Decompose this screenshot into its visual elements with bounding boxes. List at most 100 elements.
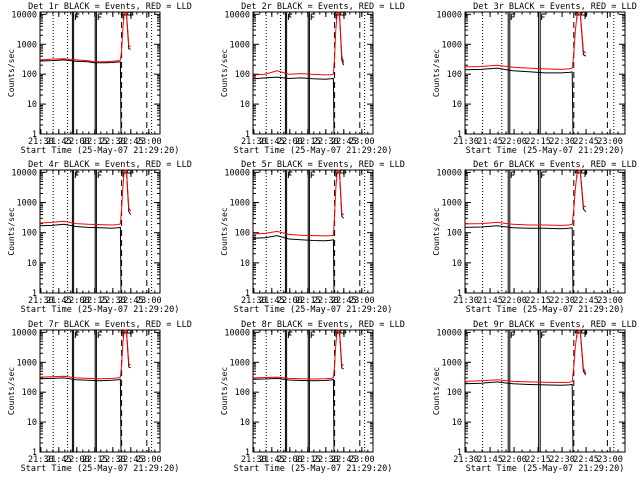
series-lld-line [39,169,127,226]
x-tick-label: 23:00 [349,296,375,306]
x-tick-label: 21:45 [477,137,503,147]
f-flag-marker [541,331,546,338]
x-tick-label: 23:00 [349,137,375,147]
y-axis-title: Counts/sec [220,367,229,415]
flag-marker [120,169,134,177]
y-axis-title: Counts/sec [7,367,16,415]
x-tick-label: 22:30 [100,455,126,465]
x-tick-label: 23:00 [136,296,162,306]
panel-det9r: Det 9r BLACK = Events, RED = LLD 21:3021:… [432,320,637,474]
series-lld-line-after-gap [338,169,344,216]
y-axis-title: Counts/sec [220,49,229,97]
x-tick-label: 21:45 [259,455,285,465]
y-tick-label: 10000 [436,10,462,20]
x-axis-title: Start Time (25-May-07 21:29:20) [21,464,180,474]
f-flag-marker [510,13,516,20]
x-tick-label: 22:15 [525,137,551,147]
series-lld-line [464,11,581,70]
x-tick-label: 22:30 [549,455,575,465]
y-tick-label: 100 [235,388,250,398]
plot-frame [464,11,626,135]
series-lld-line [252,329,340,380]
flag-marker [333,329,347,337]
series-events-line [252,235,335,294]
y-tick-label: 10000 [436,168,462,178]
x-tick-label: 22:00 [64,455,90,465]
x-tick-label: 22:45 [573,455,599,465]
f-flag-marker [541,13,546,20]
panel-title: Det 7r BLACK = Events, RED = LLD [28,320,192,330]
series-lld-line-after-gap [338,11,345,63]
y-tick-label: 100 [22,388,37,398]
y-tick-label: 1000 [442,199,462,209]
x-tick-label: 22:30 [313,455,339,465]
panel-det6r: Det 6r BLACK = Events, RED = LLD 21:3021:… [432,160,637,315]
f-flag-marker [74,331,80,338]
x-axis-title: Start Time (25-May-07 21:29:20) [466,305,625,315]
f-flag-marker [310,331,316,338]
series-lld-line-after-gap [125,11,131,48]
x-tick-label: 22:00 [277,455,303,465]
x-tick-label: 22:00 [64,296,90,306]
y-tick-label: 1000 [230,358,250,368]
x-tick-label: 21:45 [259,137,285,147]
x-tick-label: 21:45 [46,455,72,465]
f-flag-marker [310,171,316,178]
x-tick-label: 21:45 [46,296,72,306]
f-flag-marker [74,13,80,20]
x-tick-label: 22:15 [82,296,108,306]
panel-title: Det 2r BLACK = Events, RED = LLD [241,2,405,12]
f-flag-marker [310,13,316,20]
y-axis-title: Counts/sec [432,367,441,415]
series-lld-line [252,169,340,237]
x-tick-label: 22:45 [331,455,357,465]
series-lld-line [39,11,127,63]
y-tick-label: 10000 [11,10,37,20]
panel-det1r: Det 1r BLACK = Events, RED = LLD 21:3021:… [7,2,192,156]
y-tick-label: 100 [22,229,37,239]
x-tick-label: 23:00 [597,137,623,147]
y-tick-label: 1000 [442,40,462,50]
series-lld-line-after-gap [579,329,587,374]
plot-frame [39,11,161,135]
x-axis-title: Start Time (25-May-07 21:29:20) [466,464,625,474]
x-tick-label: 21:30 [241,455,267,465]
plot-frame [252,11,374,135]
panel-title: Det 9r BLACK = Events, RED = LLD [473,320,637,330]
y-tick-label: 10000 [224,168,250,178]
y-tick-label: 1000 [230,40,250,50]
y-tick-label: 100 [22,70,37,80]
y-tick-label: 1 [32,448,37,458]
y-tick-label: 1000 [442,358,462,368]
x-tick-label: 22:15 [82,455,108,465]
x-tick-label: 21:30 [453,296,479,306]
x-tick-label: 22:30 [549,137,575,147]
plot-frame [464,169,626,294]
series-lld-line-after-gap [579,11,587,54]
y-tick-label: 1 [457,130,462,140]
y-tick-label: 1 [245,448,250,458]
x-tick-label: 21:45 [259,296,285,306]
y-tick-label: 10 [27,100,37,110]
series-events-line [39,59,122,135]
y-tick-label: 10000 [224,328,250,338]
panel-det5r: Det 5r BLACK = Events, RED = LLD 21:3021:… [220,160,405,315]
y-axis-title: Counts/sec [220,207,229,255]
y-tick-label: 100 [447,229,462,239]
y-tick-label: 10000 [436,328,462,338]
panel-det2r: Det 2r BLACK = Events, RED = LLD 21:3021:… [220,2,405,156]
panel-title: Det 6r BLACK = Events, RED = LLD [473,160,637,170]
x-tick-label: 22:15 [295,137,321,147]
y-tick-label: 10000 [11,168,37,178]
x-tick-label: 21:45 [477,455,503,465]
x-axis-title: Start Time (25-May-07 21:29:20) [21,146,180,156]
x-tick-label: 22:15 [295,296,321,306]
x-tick-label: 21:45 [46,137,72,147]
y-tick-label: 1 [32,130,37,140]
y-tick-label: 100 [447,70,462,80]
x-tick-label: 22:45 [118,137,144,147]
series-events-line [464,381,574,453]
y-tick-label: 100 [235,229,250,239]
y-axis-title: Counts/sec [432,49,441,97]
panel-det3r: Det 3r BLACK = Events, RED = LLD 21:3021:… [432,2,637,156]
